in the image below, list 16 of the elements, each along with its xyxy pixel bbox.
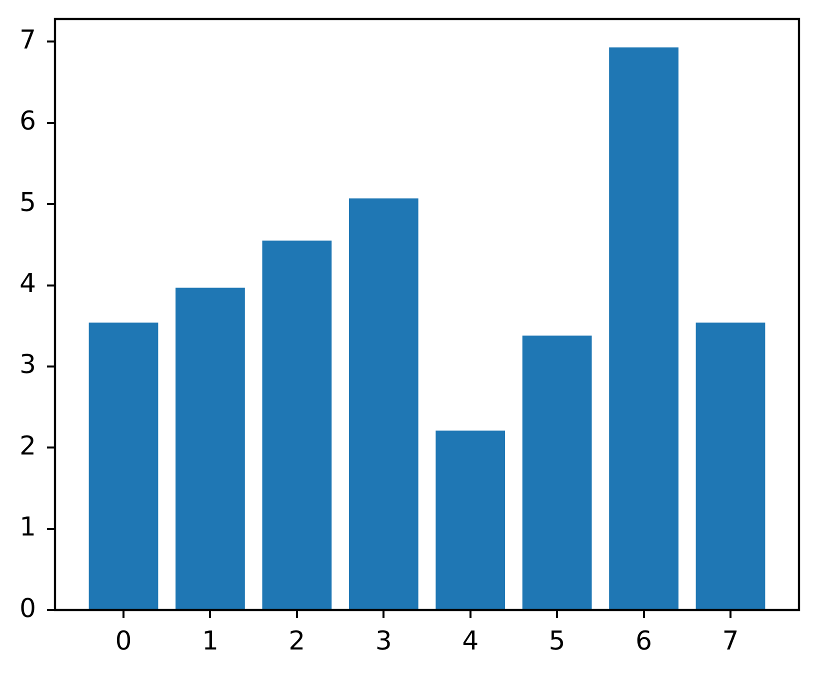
x-tick-label: 5 (548, 626, 566, 656)
x-tick-label: 6 (636, 626, 652, 656)
y-tick-label: 1 (19, 512, 36, 543)
y-tick-label: 5 (19, 188, 36, 218)
x-tick-label: 1 (202, 626, 218, 656)
y-tick-label: 6 (19, 106, 36, 137)
x-tick-label: 0 (115, 626, 132, 656)
x-tick-label: 3 (375, 626, 392, 656)
y-tick-label: 7 (19, 25, 36, 56)
x-tick-label: 2 (288, 626, 306, 656)
x-tick-label: 4 (462, 626, 479, 656)
y-tick-label: 4 (19, 269, 36, 300)
x-tick-label: 7 (722, 626, 739, 656)
y-tick-label: 3 (19, 350, 36, 380)
y-tick-label: 2 (19, 431, 36, 462)
y-tick-label: 0 (19, 594, 36, 624)
